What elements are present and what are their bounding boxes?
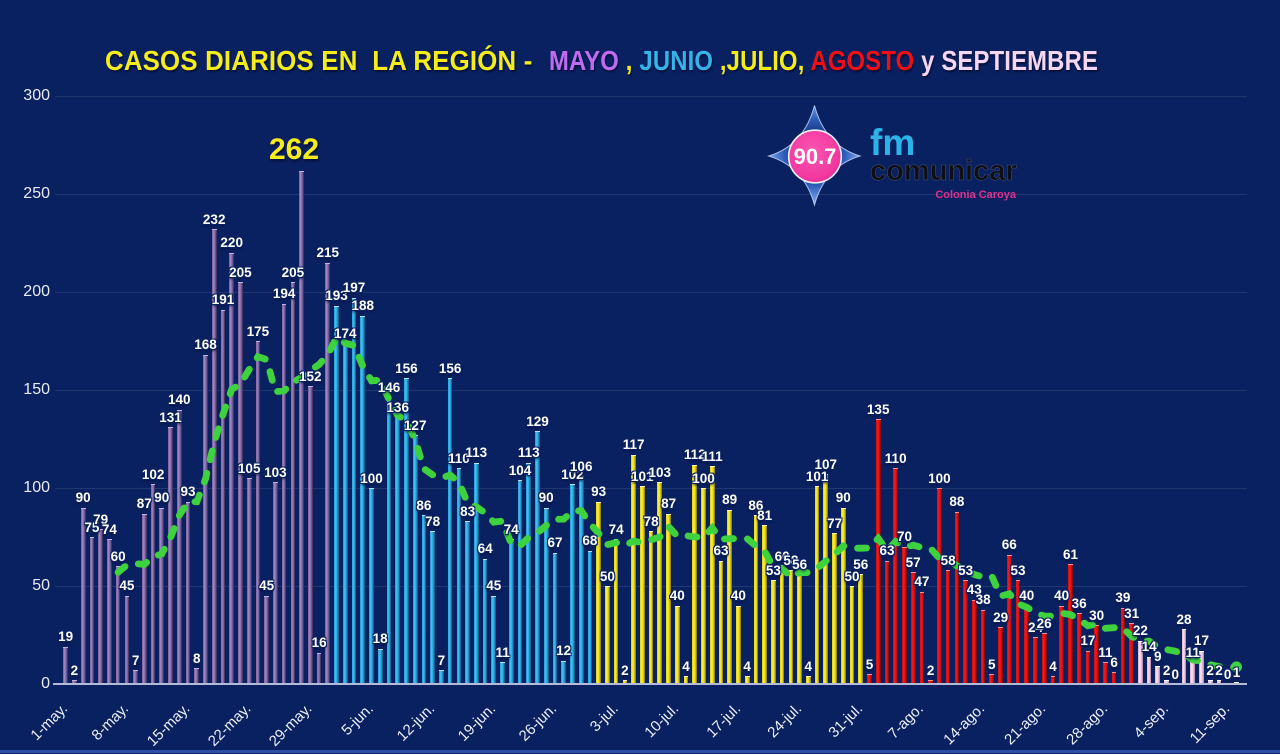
svg-text:fm: fm [870, 122, 915, 163]
svg-text:Colonia Caroya: Colonia Caroya [935, 189, 1017, 201]
svg-text:comunicar: comunicar [870, 155, 1017, 187]
svg-text:90.7: 90.7 [794, 144, 837, 169]
